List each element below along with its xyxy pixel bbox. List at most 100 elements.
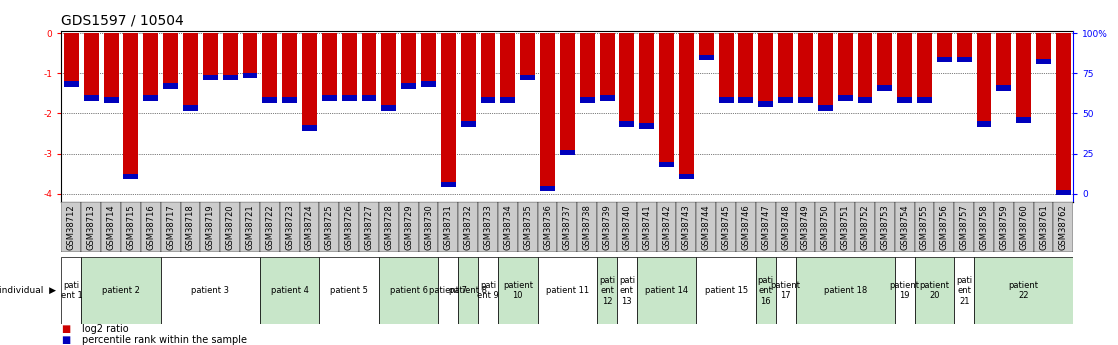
Text: pati
ent
21: pati ent 21 xyxy=(956,276,973,306)
Text: GSM38716: GSM38716 xyxy=(146,204,155,250)
Bar xyxy=(719,97,733,102)
Bar xyxy=(660,162,674,167)
Text: GSM38724: GSM38724 xyxy=(305,204,314,250)
Text: GSM38740: GSM38740 xyxy=(623,204,632,250)
Bar xyxy=(699,55,713,60)
Text: GSM38742: GSM38742 xyxy=(662,204,671,250)
Bar xyxy=(183,33,198,105)
Bar xyxy=(104,33,119,97)
Bar xyxy=(280,202,300,252)
Text: percentile rank within the sample: percentile rank within the sample xyxy=(82,335,247,345)
Bar xyxy=(915,202,935,252)
Text: patient
20: patient 20 xyxy=(919,281,949,300)
Bar xyxy=(259,202,280,252)
Bar xyxy=(717,202,736,252)
Text: GSM38734: GSM38734 xyxy=(503,204,512,250)
Text: GSM38729: GSM38729 xyxy=(405,204,414,250)
Bar xyxy=(617,202,637,252)
Text: patient
22: patient 22 xyxy=(1008,281,1039,300)
Text: patient
10: patient 10 xyxy=(503,281,533,300)
Bar xyxy=(937,57,951,62)
Text: GSM38754: GSM38754 xyxy=(900,204,909,250)
Text: log2 ratio: log2 ratio xyxy=(82,325,129,334)
Bar xyxy=(161,257,259,324)
Bar xyxy=(617,257,637,324)
Bar xyxy=(778,97,793,102)
Text: patient 11: patient 11 xyxy=(546,286,589,295)
Bar xyxy=(637,257,697,324)
Text: pati
ent
12: pati ent 12 xyxy=(599,276,615,306)
Text: individual  ▶: individual ▶ xyxy=(0,286,56,295)
Text: GSM38722: GSM38722 xyxy=(265,204,274,250)
Bar xyxy=(858,97,872,102)
Text: GSM38745: GSM38745 xyxy=(721,204,730,250)
Bar xyxy=(955,257,974,324)
Text: GSM38728: GSM38728 xyxy=(385,204,394,250)
Text: GSM38746: GSM38746 xyxy=(741,204,750,250)
Bar xyxy=(418,202,438,252)
Text: GSM38756: GSM38756 xyxy=(940,204,949,250)
Bar xyxy=(875,202,894,252)
Bar xyxy=(399,202,418,252)
Text: GSM38718: GSM38718 xyxy=(186,204,195,250)
Bar xyxy=(637,202,656,252)
Bar xyxy=(440,33,456,182)
Bar xyxy=(599,33,615,95)
Bar xyxy=(61,257,82,324)
Bar xyxy=(161,202,180,252)
Bar xyxy=(381,105,396,111)
Text: pati
ent 1: pati ent 1 xyxy=(60,281,83,300)
Bar xyxy=(141,202,161,252)
Bar xyxy=(776,202,796,252)
Bar xyxy=(479,257,498,324)
Text: GSM38750: GSM38750 xyxy=(821,204,830,250)
Bar xyxy=(577,202,597,252)
Bar xyxy=(818,33,833,105)
Bar xyxy=(976,33,992,121)
Bar xyxy=(560,150,575,155)
Bar xyxy=(322,95,337,100)
Text: GSM38752: GSM38752 xyxy=(861,204,870,250)
Bar xyxy=(1014,202,1034,252)
Bar xyxy=(599,95,615,100)
Bar xyxy=(955,202,974,252)
Bar xyxy=(123,33,139,174)
Bar xyxy=(498,202,518,252)
Bar xyxy=(1053,202,1073,252)
Bar xyxy=(996,85,1012,90)
Text: GSM38747: GSM38747 xyxy=(761,204,770,250)
Bar xyxy=(540,33,555,186)
Bar xyxy=(996,33,1012,85)
Bar xyxy=(758,101,774,107)
Bar xyxy=(82,202,101,252)
Text: GSM38717: GSM38717 xyxy=(167,204,176,250)
Text: GSM38733: GSM38733 xyxy=(483,204,493,250)
Text: GSM38719: GSM38719 xyxy=(206,204,215,250)
Bar xyxy=(697,257,756,324)
Text: GSM38741: GSM38741 xyxy=(642,204,652,250)
Bar xyxy=(974,202,994,252)
Bar xyxy=(736,202,756,252)
Bar xyxy=(656,202,676,252)
Bar xyxy=(699,33,713,55)
Bar xyxy=(538,257,597,324)
Text: GSM38759: GSM38759 xyxy=(999,204,1008,250)
Bar xyxy=(300,202,320,252)
Bar xyxy=(498,257,538,324)
Bar xyxy=(935,202,955,252)
Bar xyxy=(64,33,79,81)
Bar xyxy=(379,202,399,252)
Bar xyxy=(619,33,634,121)
Bar xyxy=(84,33,98,95)
Text: patient 14: patient 14 xyxy=(645,286,689,295)
Bar xyxy=(461,33,475,121)
Text: patient
19: patient 19 xyxy=(890,281,920,300)
Text: GSM38761: GSM38761 xyxy=(1039,204,1048,250)
Bar xyxy=(263,97,277,102)
Bar xyxy=(538,202,558,252)
Bar xyxy=(421,33,436,81)
Bar xyxy=(697,202,717,252)
Text: GSM38725: GSM38725 xyxy=(325,204,334,250)
Bar xyxy=(917,97,932,102)
Bar xyxy=(143,33,159,95)
